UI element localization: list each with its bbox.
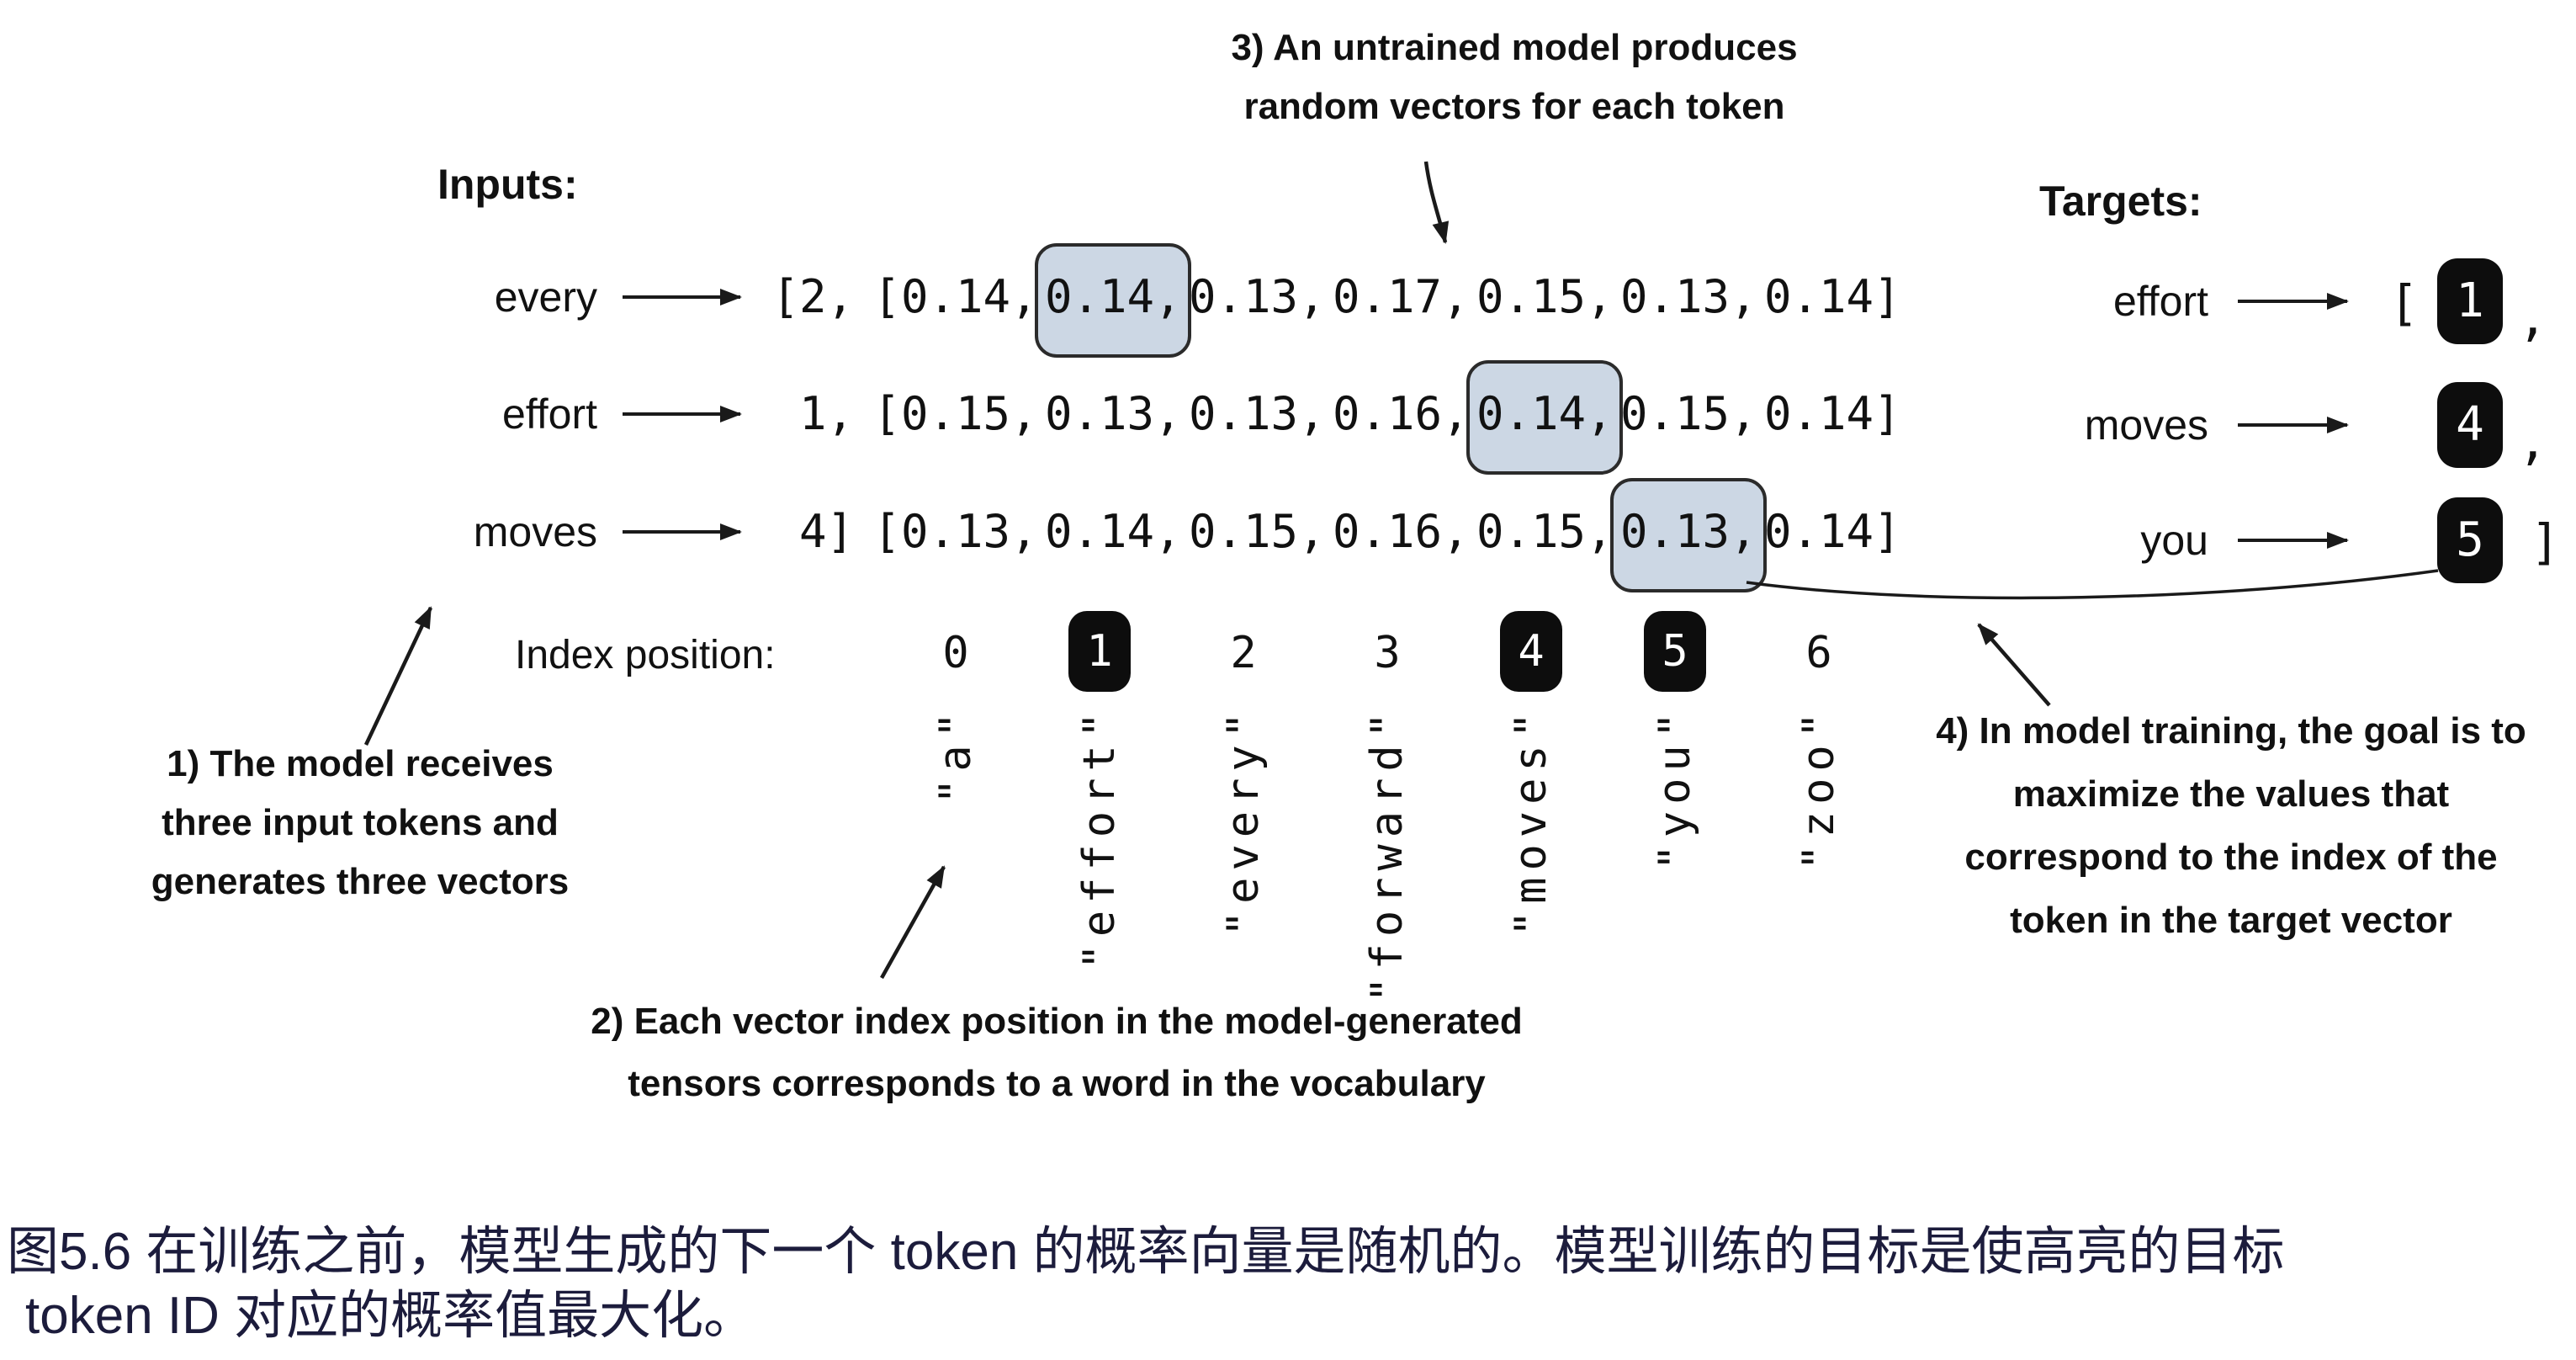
vector-value: 0.15, [1476, 270, 1614, 323]
annotation-4-line4: token in the target vector [2010, 900, 2452, 941]
index-position-label: Index position: [515, 633, 776, 677]
index-0: 0 [942, 628, 969, 678]
vector-value: 0.15, [1476, 505, 1614, 558]
connector-curve-5 [1746, 569, 2439, 600]
target-badge-1: 1 [2437, 258, 2503, 344]
highlight-box-row1 [1035, 243, 1191, 358]
vector-open-bracket-row1: [ [873, 270, 901, 323]
vector-value: 0.14] [1764, 387, 1901, 440]
index-5-badge: 5 [1644, 611, 1706, 692]
index-6: 6 [1805, 628, 1832, 678]
vocab-word-zoo: "zoo" [1794, 705, 1844, 871]
vector-value: 0.13, [1189, 270, 1326, 323]
vocab-word-moves: "moves" [1506, 705, 1556, 938]
annotation-4: 4) In model training, the goal is to max… [1895, 699, 2568, 952]
vector-value: 0.16, [1333, 505, 1470, 558]
highlight-box-row3 [1610, 478, 1767, 592]
vector-value-highlighted: 0.14, [1476, 387, 1614, 440]
highlight-box-row2 [1466, 360, 1623, 475]
vector-value: 0.14] [1764, 505, 1901, 558]
figure-caption-line2: token ID 对应的概率值最大化。 [25, 1287, 756, 1345]
vector-value: 0.14] [1764, 270, 1901, 323]
vector-value: 0.14, [901, 270, 1038, 323]
vocab-word-you: "you" [1650, 705, 1700, 871]
vector-value: 0.13, [1045, 387, 1182, 440]
annotation-3: 3) An untrained model produces random ve… [1178, 19, 1851, 136]
target-open-bracket: [ [2389, 274, 2419, 332]
input-id-every: [2, [771, 270, 854, 323]
annotation-4-line2: maximize the values that [2012, 773, 2450, 815]
vector-value-highlighted: 0.13, [1620, 505, 1757, 558]
arrow-annotation3 [1423, 161, 1450, 244]
vector-value: 0.15, [1620, 387, 1757, 440]
annotation-1-line2: three input tokens and [162, 802, 559, 843]
target-badge-5: 5 [2437, 497, 2503, 583]
vocab-word-every: "every" [1218, 705, 1269, 938]
input-token-moves: moves [473, 508, 597, 555]
target-token-moves: moves [2084, 401, 2208, 449]
vector-value: 0.15, [1189, 505, 1326, 558]
target-close-bracket: ] [2531, 513, 2560, 571]
annotation-3-line1: 3) An untrained model produces [1231, 27, 1798, 68]
vector-open-bracket-row2: [ [873, 387, 901, 440]
arrow-annotation1 [363, 606, 433, 746]
target-badge-4: 4 [2437, 382, 2503, 468]
vector-open-bracket-row3: [ [873, 505, 901, 558]
annotation-1-line3: generates three vectors [151, 861, 570, 902]
vector-value: 0.13, [901, 505, 1038, 558]
vector-value-highlighted: 0.14, [1045, 270, 1182, 323]
vector-value: 0.16, [1333, 387, 1470, 440]
arrow-annotation4 [1977, 623, 2051, 707]
annotation-3-line2: random vectors for each token [1243, 86, 1785, 127]
vocab-word-forward: "forward" [1362, 705, 1413, 1003]
input-id-moves: 4] [798, 505, 854, 558]
annotation-2: 2) Each vector index position in the mod… [552, 991, 1561, 1115]
index-3: 3 [1374, 628, 1401, 678]
input-token-every: every [494, 274, 597, 321]
target-token-you: you [2140, 517, 2208, 564]
index-4-badge: 4 [1500, 611, 1562, 692]
vocab-word-a: "a" [930, 705, 981, 805]
input-id-effort: 1, [798, 387, 854, 440]
arrow-annotation2 [880, 865, 946, 980]
input-token-effort: effort [501, 390, 597, 438]
figure-caption-line1: 图5.6 在训练之前，模型生成的下一个 token 的概率向量是随机的。模型训练… [7, 1223, 2285, 1281]
vector-value: 0.14, [1045, 505, 1182, 558]
annotation-1-line1: 1) The model receives [167, 743, 554, 784]
vocab-word-effort: "effort" [1074, 705, 1125, 970]
vector-value: 0.15, [901, 387, 1038, 440]
vector-value: 0.13, [1620, 270, 1757, 323]
target-comma-1: , [2518, 290, 2547, 347]
vector-value: 0.13, [1189, 387, 1326, 440]
annotation-4-line3: correspond to the index of the [1964, 837, 2498, 878]
vector-value: 0.17, [1333, 270, 1470, 323]
inputs-label: Inputs: [437, 161, 578, 208]
annotation-4-line1: 4) In model training, the goal is to [1936, 710, 2526, 752]
annotation-2-line1: 2) Each vector index position in the mod… [591, 1001, 1523, 1042]
index-2: 2 [1230, 628, 1257, 678]
target-token-effort: effort [2112, 278, 2208, 325]
annotation-1: 1) The model receives three input tokens… [108, 735, 612, 911]
targets-label: Targets: [2039, 178, 2202, 225]
annotation-2-line2: tensors corresponds to a word in the voc… [628, 1063, 1486, 1104]
index-1-badge: 1 [1068, 611, 1131, 692]
target-comma-4: , [2518, 413, 2547, 470]
